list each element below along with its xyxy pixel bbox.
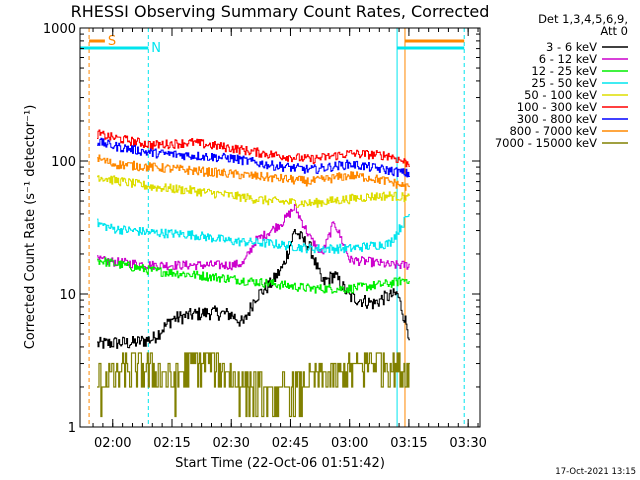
series-line-4 (97, 175, 410, 208)
y-axis-label: Corrected Count Rate (s⁻¹ detector⁻¹) (23, 105, 38, 350)
series-line-2 (97, 257, 410, 294)
x-axis-ticks: 02:00 02:15 02:30 02:45 03:00 03:15 03:30 (92, 28, 487, 451)
x-tick-label-5: 03:15 (390, 436, 427, 451)
x-tick-label-4: 03:00 (331, 436, 368, 451)
series-line-6 (97, 137, 410, 178)
x-tick-label-1: 02:15 (153, 436, 190, 451)
x-tick-label-0: 02:00 (94, 436, 131, 451)
legend-entry-label-2: 12 - 25 keV (531, 64, 597, 78)
legend-entry-label-1: 6 - 12 keV (539, 52, 597, 66)
series-line-3 (97, 214, 410, 254)
flag-label-0: S (108, 34, 116, 49)
legend-entry-label-6: 300 - 800 keV (517, 112, 597, 126)
series-line-0 (97, 229, 410, 349)
series-line-7 (97, 154, 410, 191)
legend-header-line-2: Att 0 (600, 24, 628, 38)
series-line-1 (97, 204, 410, 271)
legend-header-line-1: Det 1,3,4,5,6,9, (538, 12, 628, 26)
x-tick-label-3: 02:45 (272, 436, 309, 451)
chart-title: RHESSI Observing Summary Count Rates, Co… (71, 2, 490, 21)
x-tick-label-6: 03:30 (449, 436, 486, 451)
x-tick-label-2: 02:30 (212, 436, 249, 451)
legend-entry-label-7: 800 - 7000 keV (509, 124, 597, 138)
y-axis-ticks: 1 10 100 1000 (43, 22, 480, 436)
legend-entry-label-4: 50 - 100 keV (524, 88, 597, 102)
y-tick-label-2: 100 (51, 155, 76, 170)
series-line-5 (97, 129, 410, 168)
timestamp: 17-Oct-2021 13:15 (555, 467, 636, 477)
series-lines (97, 129, 410, 418)
legend-entry-label-3: 25 - 50 keV (531, 76, 597, 90)
y-tick-label-0: 1 (68, 421, 76, 436)
x-axis-label: Start Time (22-Oct-06 01:51:42) (175, 456, 385, 471)
legend-entry-label-0: 3 - 6 keV (546, 40, 597, 54)
series-line-8 (97, 352, 410, 418)
y-tick-label-3: 1000 (43, 22, 76, 37)
plot-frame (79, 27, 481, 428)
legend-entry-label-5: 100 - 300 keV (517, 100, 597, 114)
flag-label-1: N (151, 41, 161, 56)
legend-entry-label-8: 7000 - 15000 keV (495, 136, 597, 150)
y-tick-label-1: 10 (59, 288, 76, 303)
